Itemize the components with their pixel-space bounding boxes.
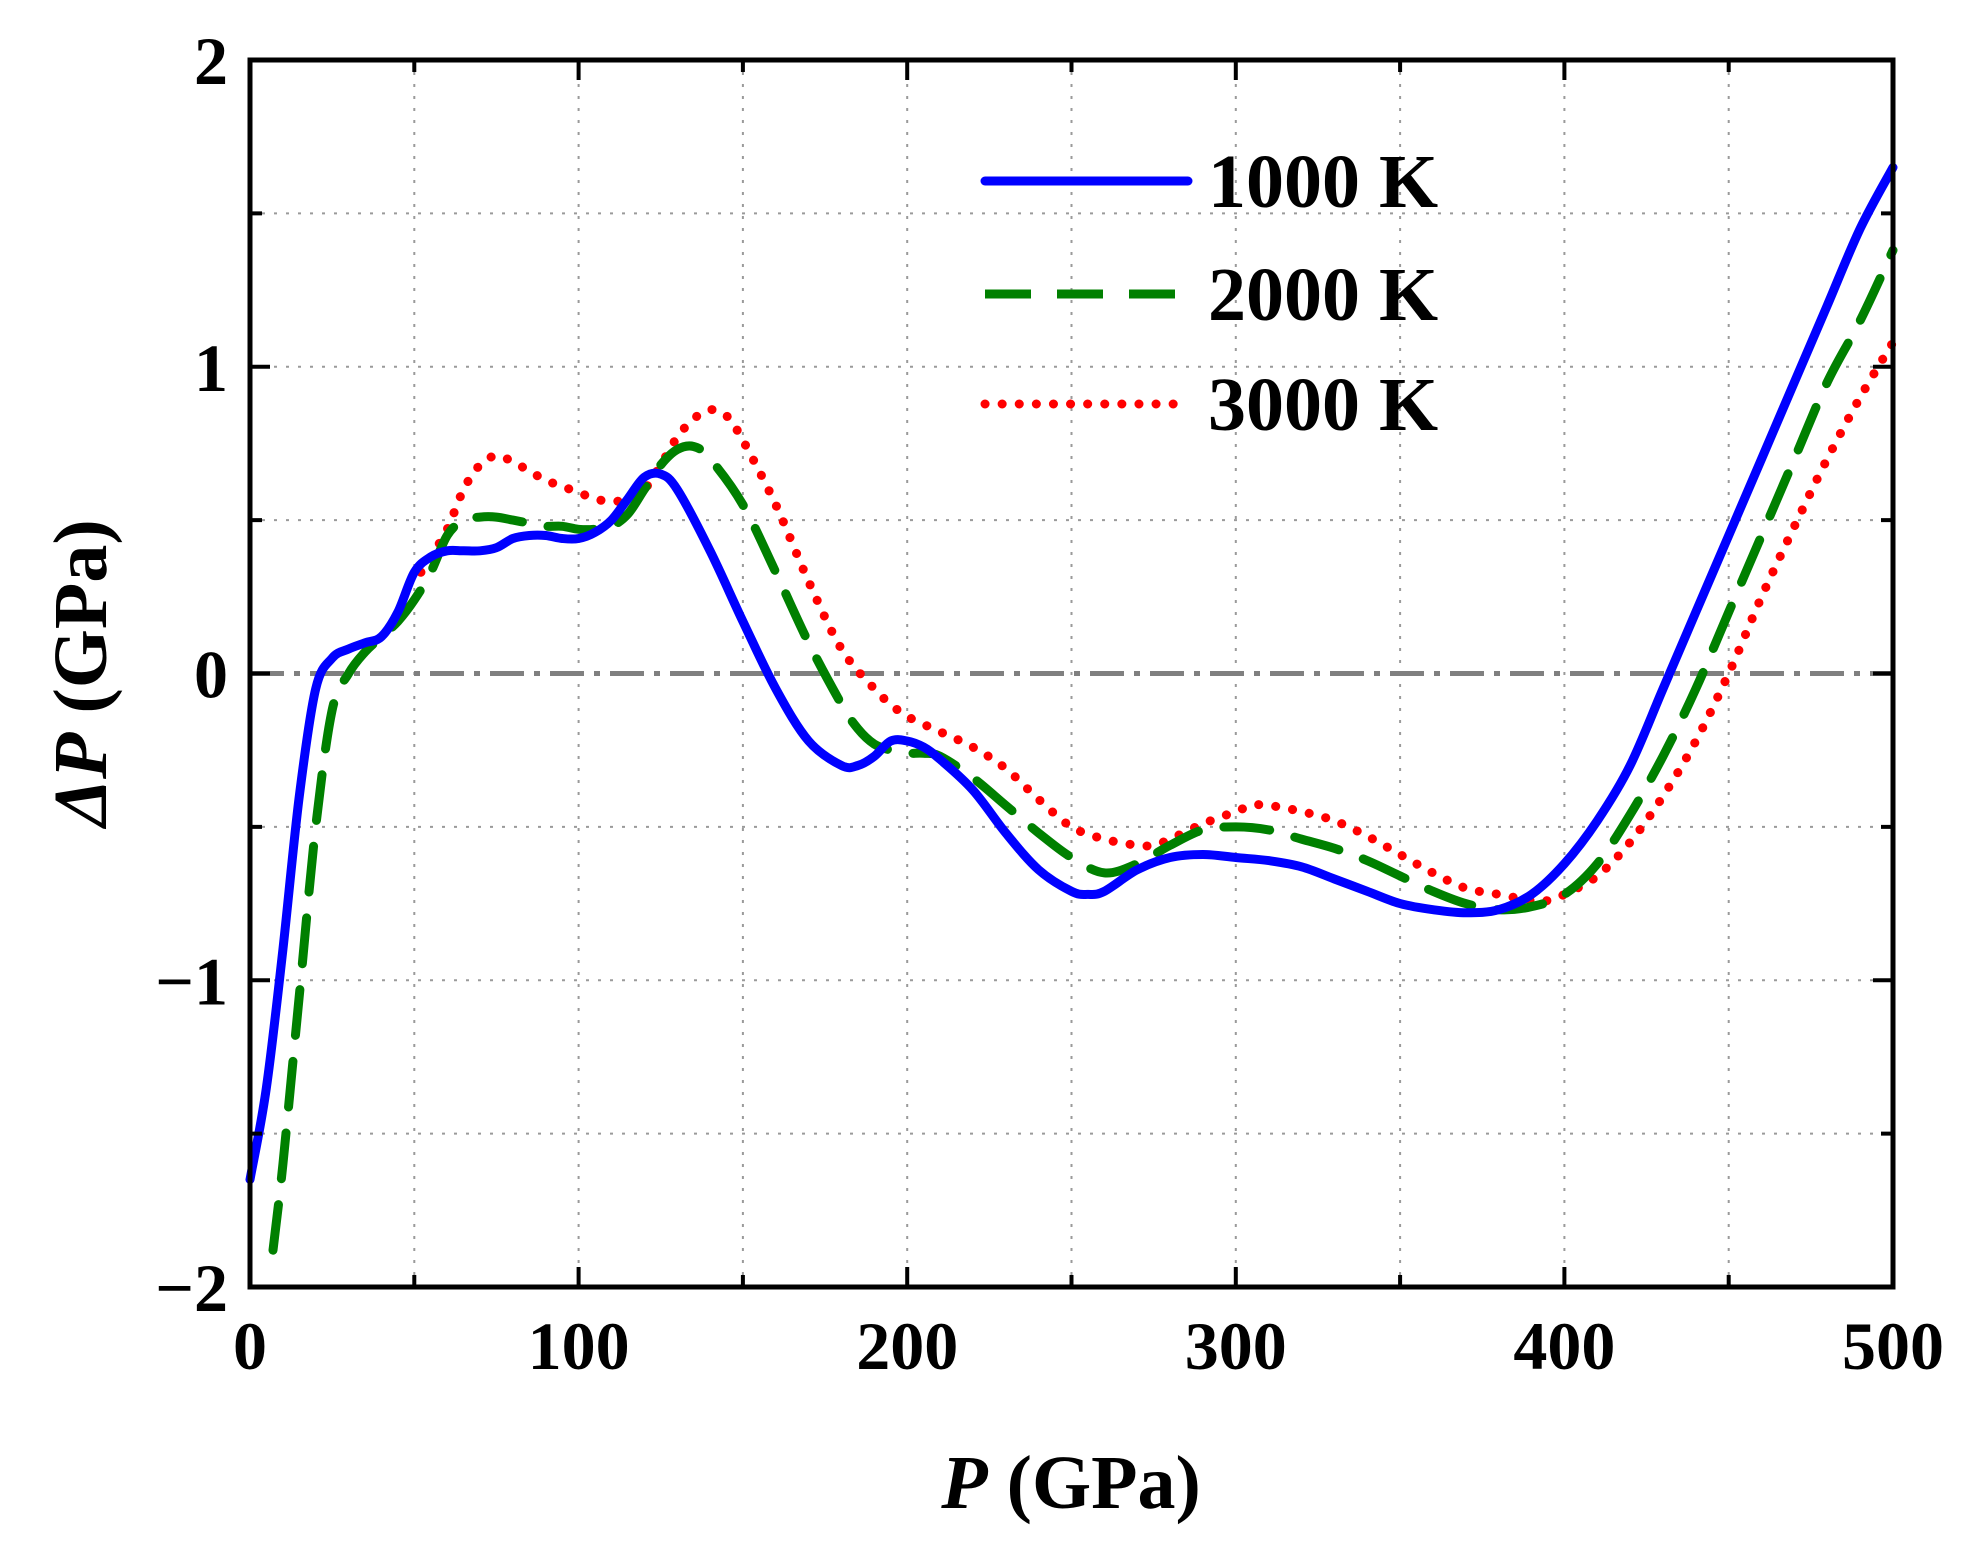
legend-label-3000k: 3000 K [1208, 363, 1438, 447]
x-axis-title-unit: (GPa) [988, 1441, 1201, 1525]
legend: 1000 K 2000 K 3000 K [980, 140, 1438, 447]
y-tick-label: −1 [155, 943, 228, 1019]
y-axis-title-unit: (GPa) [39, 519, 123, 732]
tick-labels: 0 100 200 300 400 500 −2 −1 0 1 2 [155, 23, 1944, 1384]
y-tick-label: −2 [155, 1250, 228, 1326]
x-tick-label: 100 [528, 1308, 630, 1384]
y-tick-label: 0 [194, 637, 228, 713]
series-line-3000k [416, 337, 1898, 906]
x-tick-label: 400 [1513, 1308, 1615, 1384]
x-axis-title-symbol: P [940, 1441, 988, 1525]
x-tick-label: 0 [233, 1308, 267, 1384]
x-tick-label: 300 [1185, 1308, 1287, 1384]
ticks [250, 60, 1893, 1287]
y-tick-label: 1 [194, 330, 228, 406]
series-layer [245, 162, 1898, 1255]
x-tick-label: 200 [856, 1308, 958, 1384]
legend-label-1000k: 1000 K [1208, 140, 1438, 224]
y-axis-title-symbol: ΔP [39, 732, 123, 830]
y-axis-title: ΔP (GPa) [39, 519, 123, 829]
x-tick-label: 500 [1842, 1308, 1944, 1384]
series-line-1000k [245, 162, 1898, 1185]
y-tick-label: 2 [194, 23, 228, 99]
series-line-2000k [268, 245, 1898, 1255]
x-axis-title: P (GPa) [940, 1441, 1201, 1525]
legend-label-2000k: 2000 K [1208, 253, 1438, 337]
